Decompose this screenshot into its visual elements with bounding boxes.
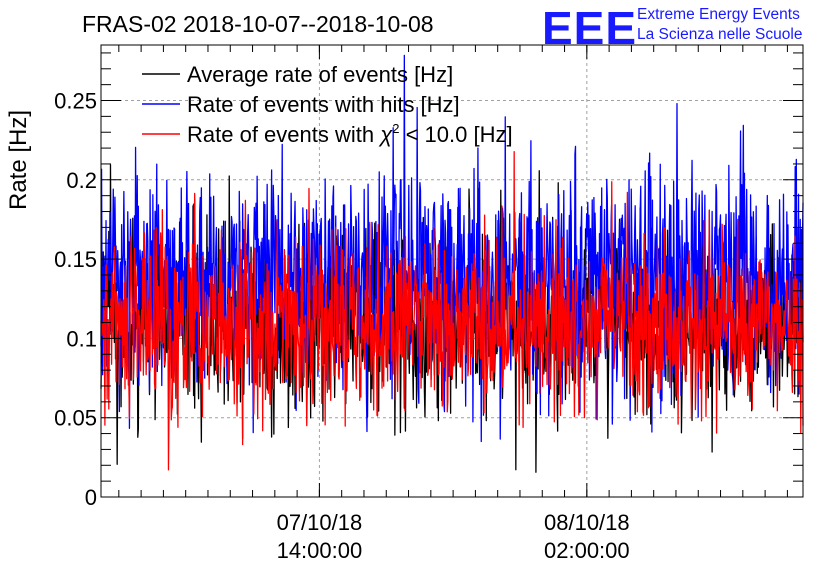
legend-label-average: Average rate of events [Hz] [187,62,453,87]
x-tick-date: 07/10/18 [277,510,363,535]
eee-logo: EEE Extreme Energy Events La Scienza nel… [542,2,802,54]
x-tick-date: 08/10/18 [544,510,630,535]
x-tick-labels: 07/10/18 14:00:00 08/10/18 02:00:00 [277,510,630,563]
plot-frame [100,44,804,498]
legend-chi2-symbol: χ [378,122,393,147]
x-tick-time: 02:00:00 [544,538,630,563]
chart-title: FRAS-02 2018-10-07--2018-10-08 [82,11,434,37]
x-tick-time: 14:00:00 [277,538,363,563]
y-tick-label: 0.25 [54,89,97,114]
legend-chi2-post: < 10.0 [Hz] [399,122,512,147]
y-tick-label: 0.2 [66,168,97,193]
legend-chi2-pre: Rate of events with [187,122,380,147]
axis-ticks [101,45,803,498]
y-tick-label: 0.15 [54,247,97,272]
series-line-chi2 [100,150,804,471]
y-tick-label: 0.1 [66,326,97,351]
y-tick-label: 0.05 [54,406,97,431]
eee-logo-text: EEE [542,2,637,54]
y-tick-label: 0 [85,485,97,510]
series-group [100,54,804,473]
y-tick-labels: 0 0.05 0.1 0.15 0.2 0.25 [54,89,97,510]
legend-label-hits: Rate of events with hits [Hz] [187,92,460,117]
legend: Average rate of events [Hz] Rate of even… [142,62,513,147]
legend-chi2-sup: 2 [392,121,399,136]
legend-label-chi2: Rate of events with χ2 < 10.0 [Hz] [187,121,513,147]
y-axis-label: Rate [Hz] [5,110,32,210]
brand-line-2: La Scienza nelle Scuole [637,26,802,43]
brand-line-1: Extreme Energy Events [637,6,800,23]
